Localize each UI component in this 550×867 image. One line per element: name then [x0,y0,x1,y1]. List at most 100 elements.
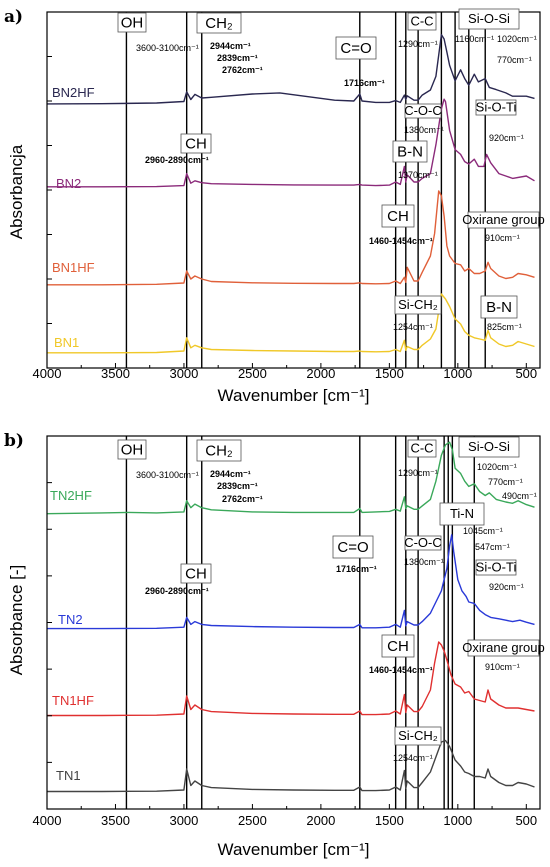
annotation-box [480,295,518,319]
x-axis-title: Wavenumber [cm⁻¹] [218,840,370,859]
annotation-ch_b: CH 1460-1454cm⁻¹ [369,634,433,675]
annotation-wavenumber: 1290cm⁻¹ [398,468,438,478]
annotation-wavenumber: 1460-1454cm⁻¹ [369,665,433,675]
annotation-box [458,436,520,458]
annotation-box [381,204,415,228]
panel-b: b) TN2HF TN2 TN1HF TN1 4000 3500 3000 2500 2000 15… [4,431,545,859]
annotation-label: Si-CH₂ [398,728,438,743]
annotation-label: CH [387,208,409,225]
annotation-wavenumber: 2839cm⁻¹ [217,481,258,491]
annotation-oh: OH 3600-3100cm⁻¹ [117,439,199,480]
series-line [47,293,535,354]
series-label: TN1HF [52,693,94,708]
annotation-siot: Si-O-Ti 920cm⁻¹ [475,99,524,143]
panel-letter: b) [4,431,24,451]
series-label: BN1 [54,335,79,350]
annotation-label: CH₂ [205,443,233,460]
annotation-wavenumber: 1020cm⁻¹ [497,34,537,44]
annotation-sich2: Si-CH₂ 1254cm⁻¹ [393,726,442,763]
series-line [47,739,535,793]
series-line [47,534,535,630]
annotation-label: C-O-C [404,103,442,118]
annotation-label: Oxirane group [462,640,544,655]
x-tick-label: 1500 [375,366,404,381]
annotation-wavenumber: 1160cm⁻¹ [455,34,494,44]
x-tick-label: 500 [515,813,537,828]
annotation-wavenumber: 1370cm⁻¹ [398,170,438,180]
annotation-wavenumber: 1716cm⁻¹ [336,564,377,574]
annotation-oh: OH 3600-3100cm⁻¹ [117,12,199,53]
annotation-co: C=O 1716cm⁻¹ [335,36,385,88]
x-tick-label: 3500 [101,813,130,828]
annotation-box [335,36,377,60]
annotation-label: CH [185,566,207,583]
annotation-oxirane: Oxirane group 910cm⁻¹ [462,211,545,243]
x-tick-label: 3000 [169,366,198,381]
x-tick-label: 3000 [169,813,198,828]
annotation-label: Ti-N [450,506,474,521]
annotation-ch2: CH₂ 2944cm⁻¹ 2839cm⁻¹ 2762cm⁻¹ [196,439,263,504]
annotation-label: CH [387,638,409,655]
annotation-wavenumber: 770cm⁻¹ [497,55,532,65]
x-tick-label: 2500 [238,366,267,381]
annotation-label: OH [121,442,144,459]
series-label: TN1 [56,768,81,783]
series-line [47,641,535,717]
annotation-wavenumber: 770cm⁻¹ [488,477,523,487]
annotation-wavenumber: 920cm⁻¹ [489,133,524,143]
annotation-wavenumber: 2944cm⁻¹ [210,41,251,51]
x-tick-label: 4000 [33,813,62,828]
annotation-label: CH₂ [205,15,233,32]
annotation-box [392,140,428,163]
annotation-wavenumber: 1460-1454cm⁻¹ [369,236,433,246]
annotation-label: C=O [340,40,371,57]
annotation-box [196,439,242,462]
y-axis-title: Absorbancja [7,144,26,239]
annotation-coc: C-O-C 1380cm⁻¹ [404,103,444,135]
annotation-label: CH [185,136,207,153]
annotation-label: C-C [410,14,433,29]
series-label: BN2HF [52,85,95,100]
annotation-sioso: Si-O-Si 1160cm⁻¹ 1020cm⁻¹ 770cm⁻¹ [455,8,537,65]
annotation-label: Si-O-Ti [476,100,517,115]
annotation-label: OH [121,15,144,32]
annotation-box [180,563,212,584]
annotation-box [439,502,485,526]
annotation-siot: Si-O-Ti 920cm⁻¹ [475,560,524,592]
annotation-wavenumber: 2960-2890cm⁻¹ [145,586,209,596]
x-tick-label: 2500 [238,813,267,828]
annotation-box [117,439,147,460]
annotation-box [196,12,242,34]
annotation-box [381,634,415,658]
annotation-wavenumber: 490cm⁻¹ [502,491,537,501]
annotation-wavenumber: 3600-3100cm⁻¹ [136,470,199,480]
x-tick-label: 2000 [306,366,335,381]
x-axis-title: Wavenumber [cm⁻¹] [218,386,370,405]
x-tick-label: 2000 [306,813,335,828]
annotation-wavenumber: 1380cm⁻¹ [404,557,444,567]
annotation-box [117,12,147,33]
series-line [47,98,535,188]
series-label: TN2 [58,612,83,627]
x-tick-label: 4000 [33,366,62,381]
annotation-wavenumber: 547cm⁻¹ [475,542,510,552]
annotation-box [394,726,442,746]
series-line [46,441,535,515]
annotation-wavenumber: 910cm⁻¹ [485,662,520,672]
x-tick-label: 1500 [375,813,404,828]
plot-frame [46,435,541,810]
annotation-wavenumber: 2839cm⁻¹ [217,53,258,63]
annotation-wavenumber: 2944cm⁻¹ [210,469,251,479]
annotation-box [404,103,442,119]
annotation-label: Oxirane group [462,212,544,227]
annotation-box [180,133,212,154]
annotation-wavenumber: 1380cm⁻¹ [404,125,444,135]
annotation-label: Si-O-Ti [476,560,517,575]
x-tick-label: 500 [515,366,537,381]
annotation-label: B-N [397,144,423,161]
annotation-wavenumber: 2762cm⁻¹ [222,494,263,504]
annotation-sich2: Si-CH₂ 1254cm⁻¹ [393,295,442,332]
series-label: BN1HF [52,260,95,275]
annotation-box [475,99,517,116]
